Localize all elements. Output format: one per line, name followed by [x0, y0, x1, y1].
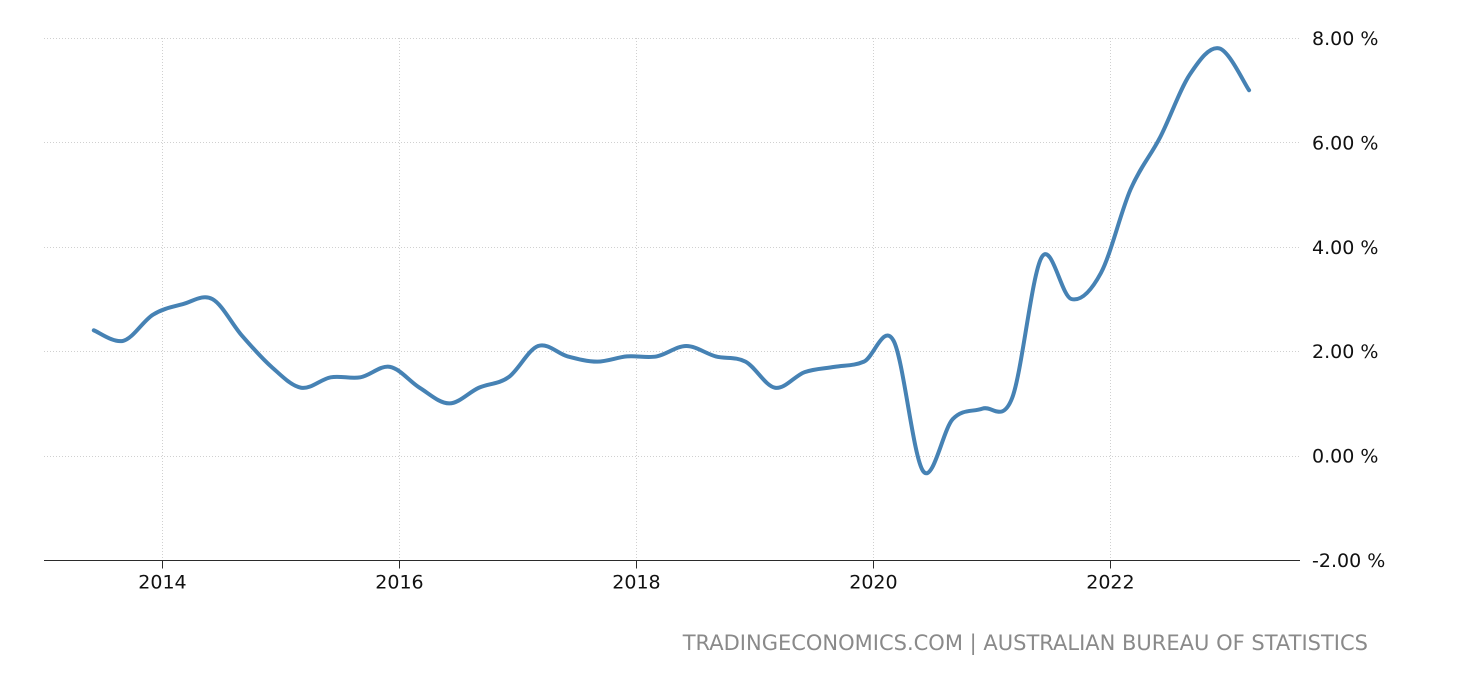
series-layer [91, 46, 1252, 476]
x-tick-label: 2022 [1086, 572, 1134, 594]
x-axis-tick-labels: 2014 2016 2018 2020 2022 [138, 572, 1134, 594]
x-axis-ticks [162, 560, 1111, 569]
y-tick-label: 8.00 % [1312, 28, 1378, 50]
x-tick-label: 2014 [138, 572, 186, 594]
y-tick-label: 0.00 % [1312, 446, 1378, 468]
y-axis-tick-labels: -2.00 % 0.00 % 2.00 % 4.00 % 6.00 % 8.00 % [1312, 28, 1385, 572]
x-tick-label: 2016 [375, 572, 423, 594]
x-tick-label: 2020 [849, 572, 897, 594]
y-tick-label: 2.00 % [1312, 341, 1378, 363]
y-tick-label: -2.00 % [1312, 550, 1385, 572]
x-tick-label: 2018 [612, 572, 660, 594]
series-line [91, 46, 1252, 476]
y-tick-label: 6.00 % [1312, 132, 1378, 154]
y-tick-label: 4.00 % [1312, 237, 1378, 259]
source-attribution: TRADINGECONOMICS.COM | AUSTRALIAN BUREAU… [682, 631, 1368, 656]
x-gridlines [162, 38, 1111, 560]
